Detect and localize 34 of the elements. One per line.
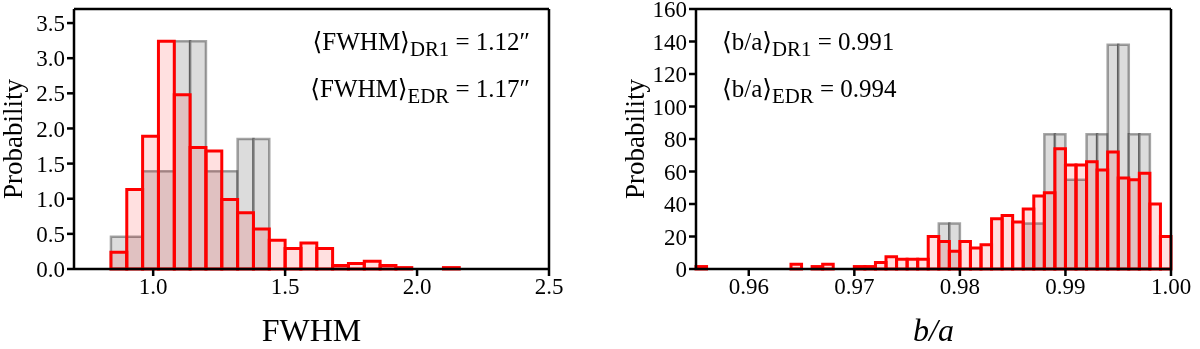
y-axis-title: Probability — [619, 78, 650, 199]
x-axis-title: FWHM — [261, 312, 362, 348]
x-tick-label: 1.5 — [270, 274, 300, 300]
y-tick-label: 1.5 — [36, 151, 65, 177]
annotation: ⟨b/a⟩$_{DR1}$ = 0.991 — [722, 27, 896, 63]
y-tick-label: 100 — [652, 94, 687, 120]
y-tick-label: 40 — [664, 192, 687, 218]
y-tick-label: 1.0 — [36, 186, 65, 212]
annotation: ⟨FWHM⟩$_{EDR}$ = 1.17″ — [310, 74, 530, 110]
y-tick-label: 2.5 — [36, 81, 65, 107]
y-tick-label: 60 — [664, 159, 687, 185]
x-tick-label: 1.00 — [1150, 274, 1192, 300]
y-tick-label: 0.0 — [36, 257, 65, 283]
x-tick-label: 0.98 — [939, 274, 981, 300]
y-axis-title: Probability — [0, 78, 28, 199]
y-tick-label: 0 — [675, 257, 687, 283]
x-tick-label: 2.0 — [402, 274, 432, 300]
y-tick-label: 20 — [664, 224, 687, 250]
y-tick-label: 0.5 — [36, 222, 65, 248]
x-tick-label: 0.99 — [1045, 274, 1086, 300]
x-tick-label: 0.96 — [728, 274, 769, 300]
x-tick-label: 2.5 — [534, 274, 564, 300]
x-axis-title: b/a — [913, 312, 954, 348]
annotation: ⟨b/a⟩$_{EDR}$ = 0.994 — [722, 74, 897, 110]
y-tick-label: 140 — [652, 29, 687, 55]
y-tick-label: 120 — [652, 62, 687, 88]
x-tick-label: 0.97 — [834, 274, 875, 300]
annotation: ⟨FWHM⟩$_{DR1}$ = 1.12″ — [311, 27, 530, 63]
y-tick-label: 2.0 — [36, 116, 65, 142]
y-tick-label: 80 — [664, 127, 687, 153]
x-tick-label: 1.0 — [138, 274, 168, 300]
y-tick-label: 3.5 — [36, 11, 65, 37]
y-tick-label: 3.0 — [36, 46, 65, 72]
y-tick-label: 160 — [652, 0, 687, 23]
